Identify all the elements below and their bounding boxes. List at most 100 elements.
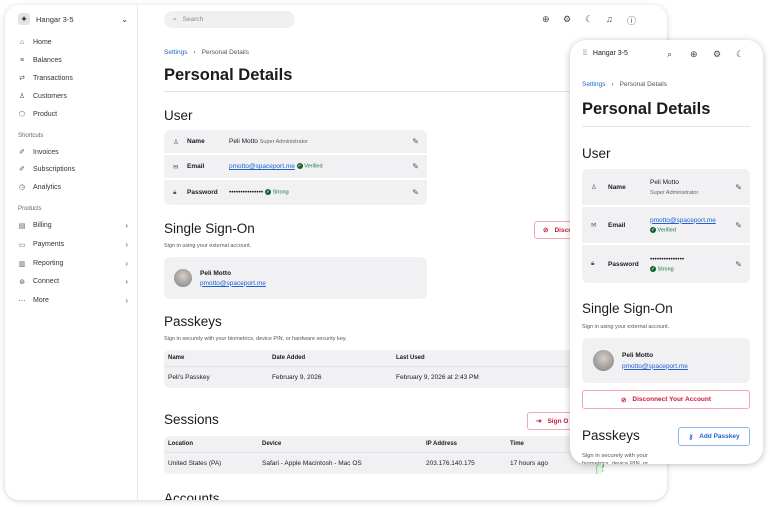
verified-badge: ✓ Verified — [296, 163, 323, 170]
email-link[interactable]: pmotto@spaceport.me — [650, 216, 716, 224]
unlink-icon: ⊘ — [620, 396, 627, 404]
gear-icon[interactable]: ⚙ — [563, 14, 572, 24]
gear-icon[interactable]: ⚙ — [713, 49, 722, 59]
chart-icon: ▥ — [18, 260, 26, 268]
sidebar-item-customers[interactable]: ♙ Customers — [18, 92, 128, 101]
sidebar-item-payments[interactable]: ▭ Payments › — [18, 240, 128, 249]
help-chat-icon[interactable]: ⓘ — [627, 16, 637, 26]
sidebar-item-transactions[interactable]: ⇄ Transactions — [18, 74, 128, 83]
breadcrumb-settings[interactable]: Settings — [164, 49, 188, 56]
sidebar-item-label: Reporting — [33, 260, 64, 267]
breadcrumb-settings[interactable]: Settings — [582, 81, 606, 88]
email-label: Email — [187, 163, 205, 170]
divider — [582, 126, 750, 127]
sidebar-item-label: Product — [33, 110, 58, 118]
mobile-org[interactable]: ⁞⁞ Hangar 3-5 — [583, 50, 628, 57]
col-device: Device — [258, 436, 422, 453]
table-row: Peli's Passkey February 9, 2026 February 9… — [164, 366, 584, 388]
sso-heading: Single Sign-On — [582, 301, 673, 316]
verified-text: Verified — [657, 227, 676, 234]
user-card: ♙ Name Peli Motto Super Administrator ✎ ✉ Em… — [164, 130, 427, 205]
chevron-right-icon: › — [125, 221, 128, 230]
name-label: Name — [187, 138, 205, 145]
edit-pencil-icon[interactable]: ✎ — [412, 188, 419, 197]
receipt-icon: ▤ — [18, 222, 26, 230]
cell: Peli's Passkey — [168, 373, 210, 381]
theme-moon-icon[interactable]: ☾ — [585, 14, 594, 24]
chevron-right-icon: › — [193, 49, 196, 56]
org-switcher[interactable]: ✦ Hangar 3-5 ⌄ — [18, 13, 128, 25]
sign-out-label: Sign O — [547, 417, 569, 425]
add-passkey-button[interactable]: ⚷ Add Passkey — [678, 427, 750, 446]
sessions-heading: Sessions — [164, 412, 219, 427]
sidebar-item-connect[interactable]: ⊛ Connect › — [18, 277, 128, 286]
passkeys-table: Name Date Added Last Used Peli's Passkey Fe… — [164, 350, 584, 388]
sidebar-item-product[interactable]: ⬡ Product — [18, 110, 128, 119]
card-icon: ▭ — [18, 241, 26, 249]
name-row: ♙ Name Peli Motto Super Administrator ✎ — [582, 169, 750, 207]
cell: February 9, 2026 at 2:43 PM — [396, 373, 479, 381]
sidebar-item-more[interactable]: ⋯ More › — [18, 296, 129, 305]
strong-text: Strong — [657, 266, 674, 273]
passkeys-heading: Passkeys — [164, 314, 222, 329]
edit-pencil-icon[interactable]: ✎ — [735, 182, 742, 192]
user-heading: User — [164, 108, 193, 123]
add-icon[interactable]: ⊕ — [690, 49, 698, 59]
table-row: United States (PA) Safari - Apple Macinto… — [164, 452, 604, 474]
sidebar-item-invoices[interactable]: ✐ Invoices — [18, 148, 128, 157]
name-value: Peli Motto — [650, 178, 679, 186]
sso-email[interactable]: pmotto@spaceport.me — [200, 279, 266, 287]
search-input[interactable]: ⌕ Search — [164, 11, 295, 28]
sso-account-card: Peli Motto pmotto@spaceport.me — [164, 257, 427, 299]
role: Super Administrator — [650, 189, 699, 196]
disconnect-account-button[interactable]: ⊘ Disconnect Your Account — [582, 390, 750, 409]
edit-pencil-icon[interactable]: ✎ — [412, 137, 419, 146]
sign-out-icon: ⇥ — [536, 418, 542, 425]
name-label: Name — [608, 183, 626, 191]
breadcrumb: Settings › Personal Details — [164, 49, 249, 56]
edit-pencil-icon[interactable]: ✎ — [412, 162, 419, 171]
role: Super Administrator — [259, 138, 309, 145]
breadcrumb-current: Personal Details — [619, 81, 667, 88]
user-icon: ♙ — [591, 184, 597, 191]
sidebar-item-analytics[interactable]: ◷ Analytics — [18, 183, 128, 192]
col-last-used: Last Used — [392, 350, 584, 367]
edit-pencil-icon[interactable]: ✎ — [735, 220, 742, 230]
edit-pencil-icon[interactable]: ✎ — [735, 259, 742, 269]
sidebar-item-label: Balances — [33, 57, 62, 64]
email-row: ✉ Email pmotto@spaceport.me ✓ Verified ✎ — [164, 155, 427, 180]
col-date-added: Date Added — [268, 350, 392, 367]
bell-icon[interactable]: ♫ — [606, 14, 613, 24]
org-name: Hangar 3-5 — [592, 50, 628, 57]
sidebar-item-balances[interactable]: ≡ Balances — [18, 57, 128, 64]
name-value: Peli Motto — [229, 138, 258, 145]
sidebar-item-label: Analytics — [33, 183, 62, 191]
accounts-heading: Accounts — [164, 491, 220, 500]
password-row: 🔒︎ Password ••••••••••••••• ✓ Strong ✎ — [591, 255, 742, 273]
breadcrumb-current: Personal Details — [201, 49, 249, 56]
sidebar-item-reporting[interactable]: ▥ Reporting › — [18, 259, 128, 268]
sessions-table: Location Device IP Address Time United Stat… — [164, 436, 604, 474]
clock-icon: ◷ — [18, 184, 26, 191]
sidebar-item-billing[interactable]: ▤ Billing › — [18, 221, 128, 230]
sso-email[interactable]: pmotto@spaceport.me — [622, 362, 688, 370]
sso-name: Peli Motto — [200, 269, 232, 277]
sidebar-item-home[interactable]: ⌂ Home — [18, 39, 128, 46]
desktop-window: ✦ Hangar 3-5 ⌄ ⌂ Home ≡ Balances ⇄ Transactions… — [5, 5, 667, 500]
sidebar-item-subscriptions[interactable]: ✐ Subscriptions — [18, 165, 128, 174]
sidebar-item-label: Invoices — [33, 148, 59, 156]
sidebar-item-label: Billing — [33, 222, 52, 229]
home-icon: ⌂ — [19, 39, 25, 46]
pin-icon: ✐ — [19, 149, 25, 156]
add-icon[interactable]: ⊕ — [542, 14, 550, 24]
search-icon[interactable]: ⌕ — [667, 49, 673, 59]
email-link[interactable]: pmotto@spaceport.me — [229, 163, 295, 170]
theme-moon-icon[interactable]: ☾ — [736, 49, 745, 59]
passkeys-heading: Passkeys — [582, 428, 640, 443]
page-title: Personal Details — [164, 66, 293, 84]
chevron-right-icon: › — [125, 277, 128, 286]
products-label: Products — [18, 206, 42, 212]
col-name: Name — [164, 350, 268, 367]
disconnect-label: Disconnect Your Account — [632, 396, 712, 403]
unlink-icon: ⊘ — [543, 227, 549, 234]
